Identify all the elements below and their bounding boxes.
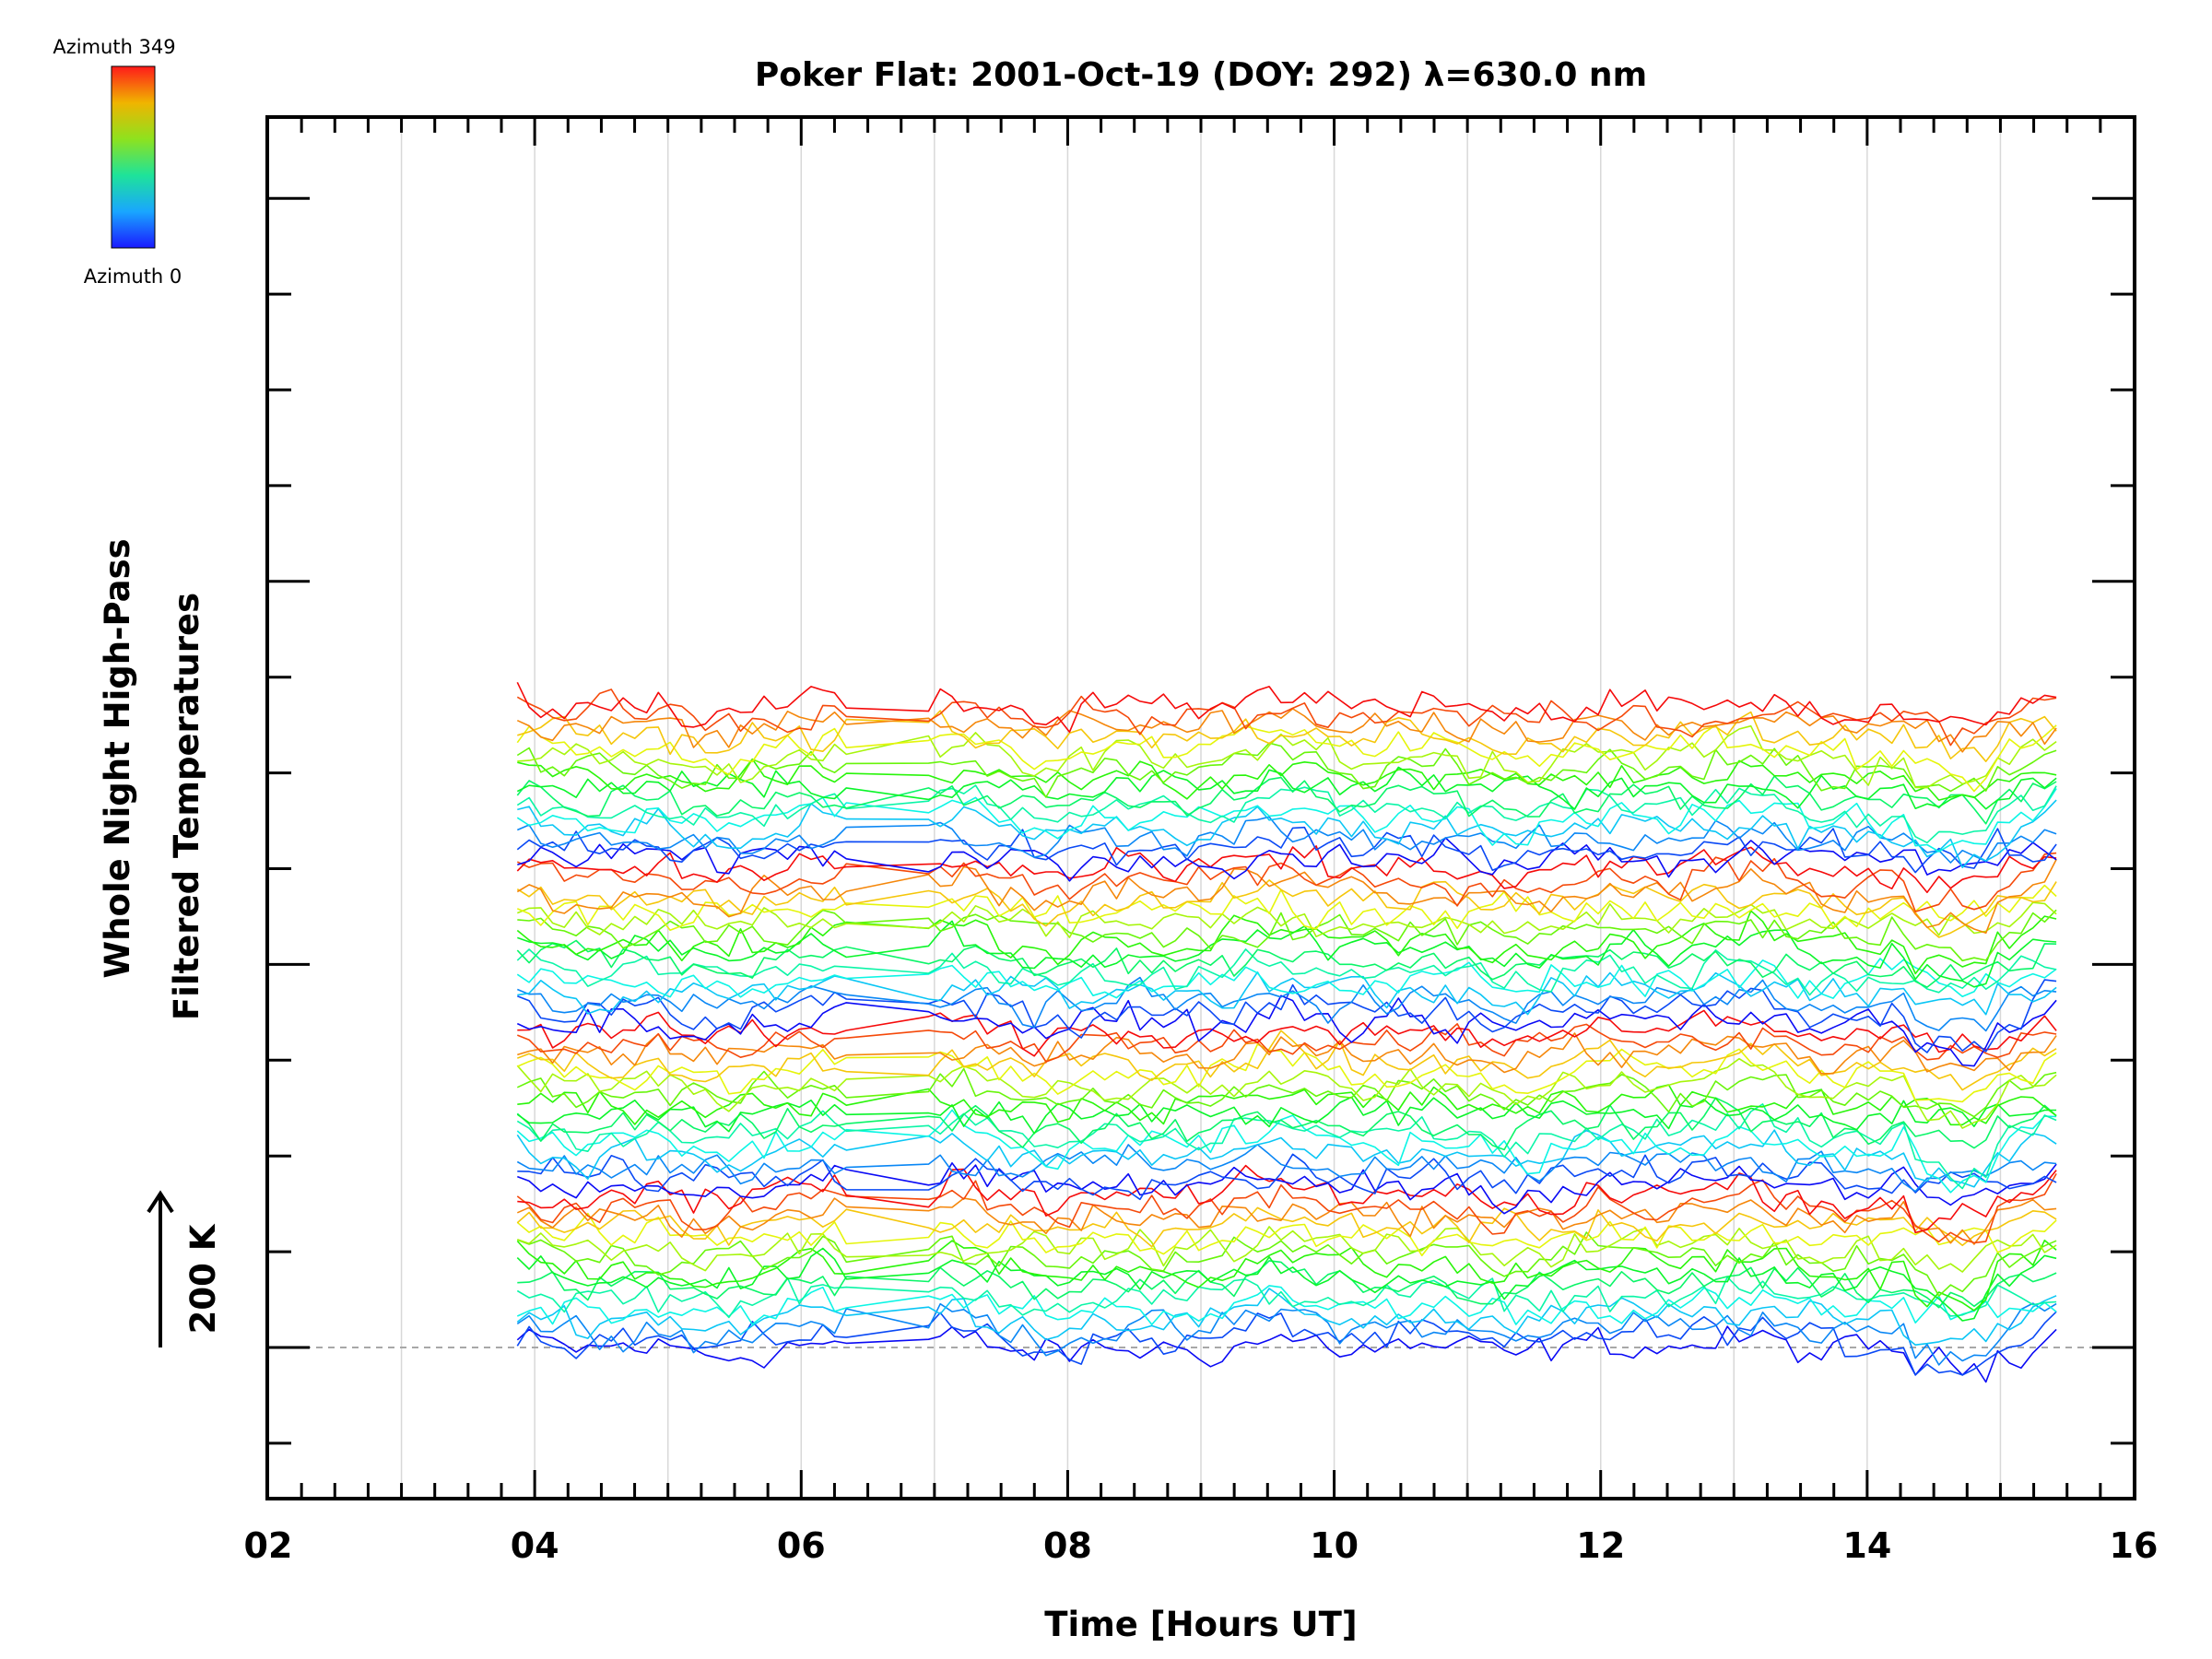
series-line — [516, 1173, 2057, 1244]
series-line — [516, 948, 2057, 996]
series-line — [516, 1144, 2057, 1193]
series-line — [516, 1096, 2057, 1135]
series-line — [517, 1030, 2057, 1091]
series-line — [517, 1084, 2057, 1126]
series-line — [516, 1247, 2057, 1322]
series-line — [516, 1067, 2057, 1118]
chart-title: Poker Flat: 2001-Oct-19 (DOY: 292) λ=630… — [755, 56, 1647, 94]
series-line — [516, 1276, 2057, 1319]
series-line — [516, 816, 2057, 864]
series-line — [516, 775, 2057, 825]
series-line — [516, 766, 2057, 810]
series-line — [517, 1260, 2057, 1309]
series-line — [517, 1162, 2057, 1215]
series-line — [516, 826, 2057, 874]
series-line — [516, 845, 2057, 894]
axis-ticks — [268, 118, 2134, 1498]
x-tick-label: 12 — [1576, 1525, 1625, 1566]
scale-indicator: 200 K — [147, 1190, 223, 1347]
x-tick-labels: 02 04 06 08 10 12 14 16 — [244, 1525, 2159, 1566]
series-line — [516, 1206, 2057, 1248]
series-line — [516, 859, 2057, 935]
series-line — [516, 1129, 2057, 1188]
series-line — [516, 1097, 2057, 1151]
y-axis-label-line1: Whole Night High-Pass — [98, 538, 137, 978]
series-line — [517, 799, 2057, 869]
series-line — [516, 1311, 2057, 1376]
series-line — [516, 708, 2057, 753]
series-line — [517, 1153, 2057, 1201]
x-tick-label: 02 — [244, 1525, 293, 1566]
series-line — [517, 710, 2057, 763]
series-line — [516, 884, 2057, 932]
series-line — [517, 1164, 2057, 1234]
series-line — [517, 1032, 2057, 1075]
series-line — [516, 879, 2057, 938]
series-line — [516, 939, 2057, 988]
series-line — [516, 1103, 2057, 1190]
plot-frame — [265, 115, 2136, 1500]
series-line — [517, 920, 2057, 988]
colorbar-top-label: Azimuth 349 — [53, 36, 175, 58]
series-line — [516, 788, 2057, 853]
x-tick-label: 14 — [1842, 1525, 1891, 1566]
series-line — [517, 837, 2057, 882]
series-line — [517, 1231, 2057, 1297]
series-line — [516, 910, 2057, 975]
series-line — [516, 724, 2057, 793]
series-line — [516, 1109, 2057, 1194]
series-line — [516, 1057, 2057, 1129]
x-axis-label: Time [Hours UT] — [1044, 1605, 1357, 1644]
scale-arrow-head — [147, 1190, 174, 1214]
series-line — [516, 958, 2057, 999]
series-line — [517, 758, 2057, 801]
series-line — [517, 1023, 2057, 1063]
x-tick-label: 08 — [1043, 1525, 1092, 1566]
series-line — [516, 1325, 2057, 1383]
series-line — [516, 742, 2057, 798]
colorbar: Azimuth 349 Azimuth 0 — [53, 36, 182, 288]
series-line — [516, 681, 2057, 734]
y-axis-label-line2: Filtered Temperatures — [167, 593, 206, 1020]
series-line — [516, 1285, 2057, 1325]
series-group — [516, 681, 2057, 1383]
series-line — [517, 724, 2057, 789]
series-line — [517, 979, 2057, 1053]
series-line — [516, 784, 2057, 844]
series-line — [517, 1226, 2057, 1273]
colorbar-gradient — [111, 65, 156, 249]
series-line — [517, 909, 2057, 962]
colorbar-bottom-label: Azimuth 0 — [84, 265, 182, 288]
series-line — [516, 1212, 2057, 1257]
x-tick-label: 10 — [1310, 1525, 1359, 1566]
x-tick-label: 04 — [511, 1525, 559, 1566]
series-line — [516, 688, 2057, 747]
series-line — [516, 976, 2057, 1032]
scale-label: 200 K — [183, 1223, 223, 1334]
series-line — [516, 852, 2057, 912]
x-tick-label: 06 — [777, 1525, 826, 1566]
series-line — [516, 1197, 2057, 1245]
series-line — [517, 1009, 2057, 1057]
series-line — [517, 971, 2057, 1016]
series-line — [516, 1239, 2057, 1312]
x-tick-label: 16 — [2110, 1525, 2159, 1566]
